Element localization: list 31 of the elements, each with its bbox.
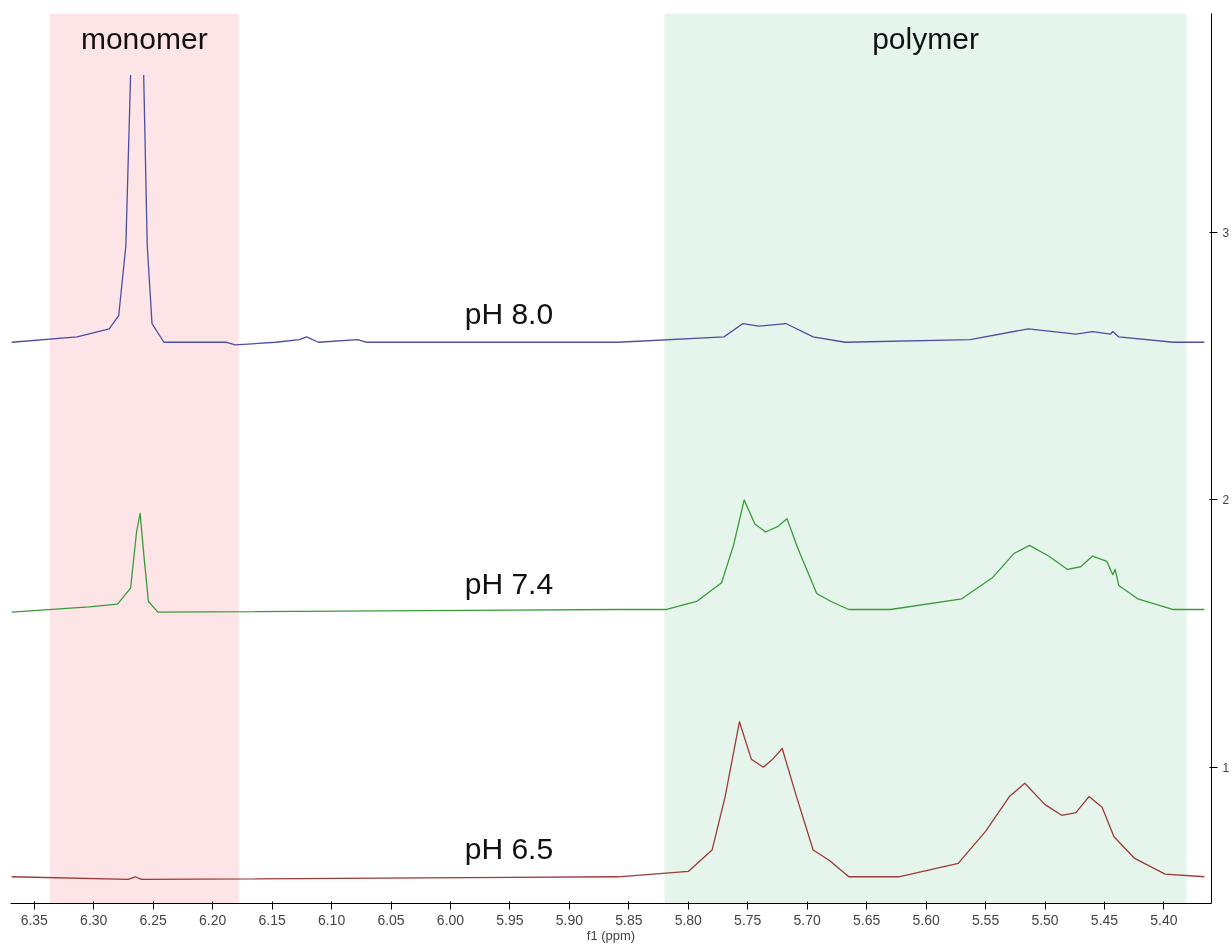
x-tick-label: 5.75 xyxy=(734,911,762,928)
x-tick-label: 5.90 xyxy=(555,911,584,928)
x-tick-label: 5.65 xyxy=(853,911,881,928)
x-tick-label: 5.60 xyxy=(912,911,940,928)
x-tick-label: 5.95 xyxy=(496,911,524,928)
x-axis-title: f1 (ppm) xyxy=(586,927,636,943)
y-tick-label: 2 xyxy=(1222,493,1230,508)
x-tick-label: 5.70 xyxy=(793,911,822,928)
x-tick-label: 6.30 xyxy=(80,911,108,928)
x-tick-label: 5.85 xyxy=(615,911,643,928)
band-label: monomer xyxy=(80,21,208,55)
line-series xyxy=(11,499,1206,613)
x-tick-label: 5.80 xyxy=(674,911,703,928)
x-tick-label: 6.10 xyxy=(317,911,346,928)
x-tick-label: 6.05 xyxy=(377,911,405,928)
y-tick-label: 1 xyxy=(1222,760,1230,775)
x-tick-label: 6.35 xyxy=(20,911,49,928)
x-tick-label: 5.40 xyxy=(1150,911,1178,928)
x-tick-label: 6.25 xyxy=(139,911,168,928)
series-label: pH 8.0 xyxy=(464,297,554,331)
y-tick-label: 3 xyxy=(1222,226,1230,241)
x-tick-label: 6.15 xyxy=(258,911,286,928)
x-tick-label: 6.00 xyxy=(436,911,465,928)
band-label: polymer xyxy=(872,21,979,55)
x-tick-label: 5.50 xyxy=(1031,911,1059,928)
x-tick-label: 6.20 xyxy=(199,911,227,928)
x-tick-label: 5.55 xyxy=(971,911,1000,928)
series-label: pH 6.5 xyxy=(464,831,554,865)
x-tick-label: 5.45 xyxy=(1090,911,1119,928)
series-label: pH 7.4 xyxy=(464,567,554,601)
line-series xyxy=(11,721,1206,881)
